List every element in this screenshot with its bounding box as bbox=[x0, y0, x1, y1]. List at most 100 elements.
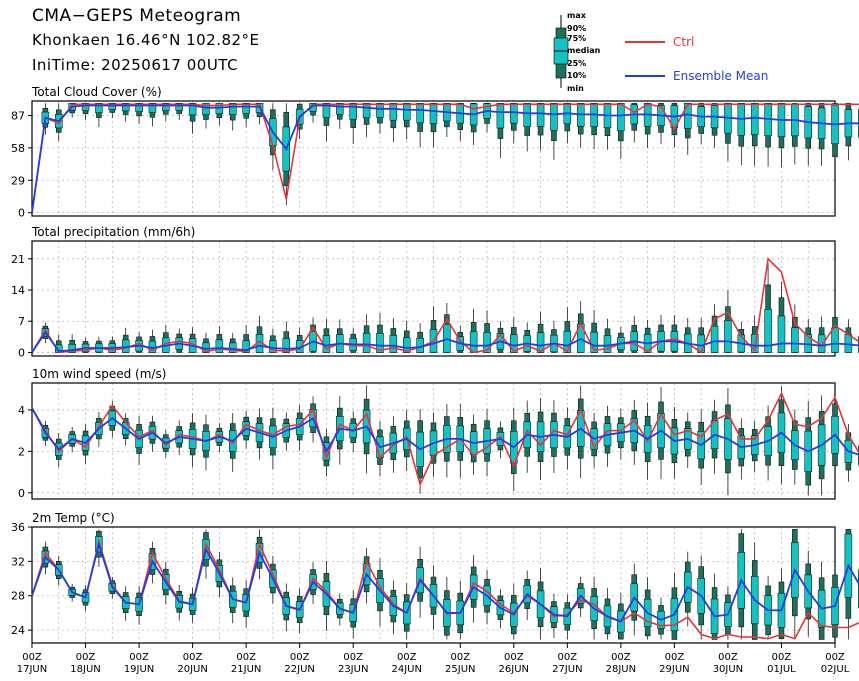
x-tick-label-top: 00Z bbox=[129, 652, 149, 663]
x-tick-label-top: 00Z bbox=[611, 652, 631, 663]
x-tick-label-bottom: 27JUN bbox=[552, 664, 582, 675]
series-mean-line bbox=[31, 104, 859, 213]
x-tick-label-top: 00Z bbox=[558, 652, 578, 663]
y-tick-label: 21 bbox=[11, 253, 25, 266]
box-inner bbox=[550, 103, 558, 131]
box-inner bbox=[791, 327, 799, 353]
x-tick-label-top: 00Z bbox=[718, 652, 738, 663]
box-inner bbox=[81, 103, 90, 111]
box-inner bbox=[684, 103, 692, 129]
y-tick-label: 36 bbox=[11, 521, 25, 534]
series-mean-line bbox=[31, 540, 859, 623]
legend-box-label: 90% bbox=[567, 24, 586, 33]
box-inner bbox=[121, 103, 130, 112]
box-inner bbox=[496, 103, 505, 129]
series-ctrl-line bbox=[31, 391, 859, 487]
y-tick-label: 87 bbox=[11, 110, 25, 123]
box-inner bbox=[710, 325, 719, 353]
box-inner bbox=[362, 332, 371, 353]
panels: Total Cloud Cover (%) 0 29 58 87 Total precip… bbox=[11, 85, 859, 644]
x-tick-label-top: 00Z bbox=[183, 652, 203, 663]
x-tick-label-top: 00Z bbox=[504, 652, 524, 663]
x-tick-label-bottom: 01JUL bbox=[767, 664, 796, 675]
box-inner bbox=[389, 335, 398, 353]
box-inner bbox=[68, 343, 76, 353]
box-inner bbox=[603, 335, 612, 353]
x-tick-label-bottom: 17JUN bbox=[17, 664, 47, 675]
box-inner bbox=[188, 103, 197, 116]
x-tick-label-top: 00Z bbox=[343, 652, 363, 663]
box-inner bbox=[416, 103, 424, 124]
box-inner bbox=[617, 103, 625, 132]
box-inner bbox=[148, 103, 157, 113]
box-inner bbox=[229, 342, 237, 353]
x-tick-label-top: 00Z bbox=[772, 652, 792, 663]
legend-box-label: 25% bbox=[567, 59, 586, 68]
box-inner bbox=[175, 103, 183, 111]
box-inner bbox=[95, 103, 103, 113]
panel-2: 10m wind speed (m/s) 0 2 4 bbox=[18, 367, 859, 500]
legend-box-label: median bbox=[567, 46, 601, 55]
panel-0: Total Cloud Cover (%) 0 29 58 87 bbox=[11, 85, 859, 220]
box-inner bbox=[402, 337, 411, 353]
box-inner bbox=[429, 103, 438, 124]
x-tick-label-bottom: 19JUN bbox=[124, 664, 154, 675]
x-tick-label-bottom: 28JUN bbox=[606, 664, 636, 675]
panel-1: Total precipitation (mm/6h) 0 7 14 21 bbox=[11, 225, 859, 359]
y-tick-label: 24 bbox=[11, 624, 25, 637]
panel-title: Total precipitation (mm/6h) bbox=[31, 225, 195, 239]
legend-box-label: 75% bbox=[567, 34, 586, 43]
legend-box-label: 10% bbox=[567, 71, 586, 80]
x-tick-label-bottom: 30JUN bbox=[713, 664, 743, 675]
x-tick-label-bottom: 02JUL bbox=[821, 664, 850, 675]
box-inner bbox=[349, 103, 357, 120]
legend-box-label: max bbox=[567, 11, 587, 20]
box-inner bbox=[242, 103, 250, 114]
x-tick-label-top: 00Z bbox=[665, 652, 685, 663]
box-inner bbox=[242, 340, 250, 353]
panel-title: Total Cloud Cover (%) bbox=[31, 85, 162, 99]
x-axis: 00Z17JUN00Z18JUN00Z19JUN00Z20JUN00Z21JUN… bbox=[17, 643, 850, 675]
box-inner bbox=[831, 327, 839, 353]
x-tick-label-bottom: 20JUN bbox=[177, 664, 207, 675]
box-inner bbox=[282, 338, 291, 353]
panel-title: 10m wind speed (m/s) bbox=[32, 367, 166, 381]
chart-title: CMA−GEPS Meteogram bbox=[32, 6, 242, 26]
box-inner bbox=[215, 339, 224, 353]
y-tick-label: 32 bbox=[11, 555, 25, 568]
x-tick-label-bottom: 23JUN bbox=[338, 664, 368, 675]
y-tick-label: 2 bbox=[18, 445, 25, 458]
x-tick-label-bottom: 26JUN bbox=[499, 664, 529, 675]
x-tick-label-top: 00Z bbox=[22, 652, 42, 663]
series-ctrl-line bbox=[31, 103, 859, 213]
y-tick-label: 0 bbox=[18, 346, 25, 359]
y-tick-label: 58 bbox=[11, 142, 25, 155]
box-inner bbox=[336, 103, 344, 115]
panel-frame bbox=[31, 240, 836, 357]
y-tick-label: 7 bbox=[18, 315, 25, 328]
box-inner bbox=[483, 332, 491, 353]
series-mean-line bbox=[31, 330, 859, 353]
legend-mean-label: Ensemble Mean bbox=[673, 69, 768, 83]
box-inner bbox=[750, 333, 759, 353]
x-tick-label-bottom: 29JUN bbox=[659, 664, 689, 675]
x-tick-label-top: 00Z bbox=[236, 652, 256, 663]
box-inner bbox=[724, 320, 732, 353]
x-tick-label-top: 00Z bbox=[290, 652, 310, 663]
x-tick-label-top: 00Z bbox=[397, 652, 417, 663]
x-tick-label-bottom: 25JUN bbox=[445, 664, 475, 675]
series-mean-line bbox=[31, 407, 859, 456]
box-inner bbox=[523, 103, 531, 127]
series-ctrl-line bbox=[31, 257, 859, 354]
legend: max 90%75% median 25% 10% min Ctrl Ensemble Mea… bbox=[553, 11, 768, 93]
box-inner bbox=[764, 308, 772, 353]
box-inner bbox=[777, 315, 786, 353]
panel-3: 2m Temp (°C) 24 28 32 36 bbox=[11, 511, 859, 644]
y-tick-label: 28 bbox=[11, 590, 25, 603]
x-tick-label-top: 00Z bbox=[825, 652, 845, 663]
box-inner bbox=[536, 103, 545, 127]
box-inner bbox=[135, 103, 143, 112]
x-tick-label-bottom: 18JUN bbox=[70, 664, 100, 675]
y-tick-label: 0 bbox=[18, 207, 25, 220]
